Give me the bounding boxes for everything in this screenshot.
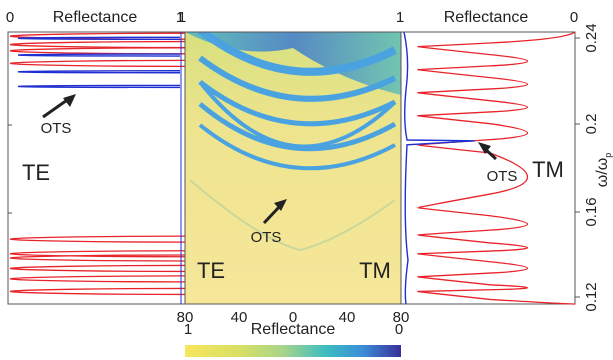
angle-tick: 80	[393, 309, 410, 326]
band	[198, 80, 397, 149]
right-panel-title: Reflectance	[444, 9, 529, 26]
angle-tick: 40	[339, 309, 356, 326]
ots-peak	[17, 53, 181, 57]
left-x-tick-1: 1	[176, 9, 184, 26]
te-reflectance-peak	[9, 275, 186, 283]
te-reflectance-peak	[9, 264, 186, 273]
right-tm-curves	[403, 31, 576, 305]
right-x-tick-0: 0	[570, 9, 578, 26]
te-reflectance-peak	[9, 59, 186, 68]
tm-ots-curve	[403, 31, 476, 305]
left-panel: Reflectance 0 1 TE OTS	[6, 9, 186, 305]
band	[198, 55, 397, 102]
right-panel: Reflectance 0 TM OTS	[400, 9, 578, 305]
te-reflectance-peak	[9, 287, 186, 296]
colorbar: Reflectance 1 0	[184, 321, 403, 357]
colorbar-gradient	[185, 345, 401, 357]
band	[198, 123, 396, 171]
ots-peak	[17, 70, 181, 74]
te-reflectance-peak	[9, 254, 186, 262]
left-panel-title: Reflectance	[53, 9, 138, 26]
center-reflectance-map	[185, 32, 401, 304]
te-pol-label: TE	[22, 160, 50, 185]
angle-tick: 80	[177, 309, 194, 326]
angle-tick: 0	[289, 309, 297, 326]
band	[198, 80, 397, 127]
center-ots-label: OTS	[251, 229, 282, 246]
ots-peak	[17, 36, 181, 40]
y-tick: 0.24	[583, 23, 600, 52]
y-tick: 0.2	[583, 114, 600, 135]
faint-band	[189, 179, 396, 252]
left-ots-label: OTS	[41, 120, 72, 137]
left-x-tick-0: 0	[6, 9, 14, 26]
y-axis-label: ω/ωp	[594, 153, 613, 187]
right-ots-label: OTS	[487, 168, 518, 185]
tm-reflectance-curve	[417, 31, 576, 305]
colorbar-tick-right: 0	[395, 321, 403, 338]
y-axis: 0.24 0.2 0.16 0.12 ω/ωp	[575, 23, 613, 312]
left-te-curves	[9, 32, 186, 304]
te-reflectance-peak	[9, 235, 186, 243]
center-ots-arrow	[262, 199, 287, 225]
map-te-label: TE	[197, 258, 225, 283]
y-tick: 0.12	[583, 282, 600, 311]
left-ots-arrow	[42, 94, 76, 119]
left-plot-frame	[7, 31, 186, 305]
ots-peak	[17, 84, 181, 89]
y-tick: 0.16	[583, 197, 600, 226]
colorbar-tick-left: 1	[184, 321, 192, 338]
band	[197, 32, 397, 76]
colorbar-label: Reflectance	[251, 321, 336, 338]
angle-tick: 40	[231, 309, 248, 326]
map-tm-label: TM	[359, 258, 391, 283]
center-top-tick-right: 1	[396, 9, 404, 26]
tm-pol-label: TM	[532, 157, 564, 182]
center-bottom-ticks: 80 40 0 40 80	[177, 309, 410, 326]
right-ots-arrow	[478, 142, 498, 161]
te-reflectance-peak	[9, 40, 186, 49]
guided-mode-bands	[189, 32, 397, 252]
center-top-tick-left: 1	[178, 9, 186, 26]
te-reflectance-peak	[9, 250, 186, 258]
